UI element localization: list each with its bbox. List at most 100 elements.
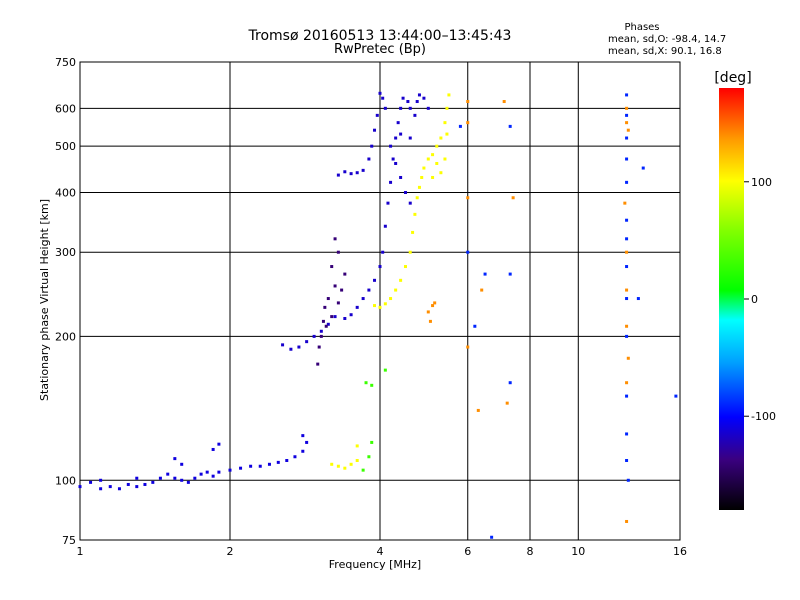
- data-point: [361, 168, 365, 172]
- data-point: [502, 100, 506, 104]
- data-point: [333, 237, 337, 241]
- data-point: [343, 316, 347, 320]
- data-point: [205, 470, 209, 474]
- data-point: [435, 161, 439, 165]
- data-point: [431, 153, 435, 157]
- data-point: [399, 175, 403, 179]
- data-point: [211, 447, 215, 451]
- data-point: [625, 381, 629, 385]
- data-point: [420, 175, 424, 179]
- data-point: [180, 478, 184, 482]
- data-point: [394, 136, 398, 140]
- data-point: [343, 466, 347, 470]
- colorbar-tick-label: -100: [751, 410, 776, 423]
- data-point: [480, 288, 484, 292]
- data-point: [316, 362, 320, 366]
- data-point: [276, 460, 280, 464]
- data-point: [445, 132, 449, 136]
- data-point: [305, 340, 309, 344]
- data-point: [625, 288, 629, 292]
- data-point: [323, 305, 327, 309]
- x-axis-label: Frequency [MHz]: [329, 558, 421, 571]
- data-point: [625, 432, 629, 436]
- data-point: [370, 440, 374, 444]
- data-point: [511, 196, 515, 200]
- data-point: [333, 315, 337, 319]
- data-point: [135, 476, 139, 480]
- data-point: [408, 106, 412, 110]
- data-point: [326, 322, 330, 326]
- data-point: [321, 319, 325, 323]
- x-tick-label: 16: [673, 545, 687, 558]
- grid: [80, 62, 680, 540]
- data-point: [386, 201, 390, 205]
- data-point: [364, 381, 368, 385]
- data-point: [373, 304, 377, 308]
- data-point: [383, 368, 387, 372]
- data-point: [674, 394, 678, 398]
- chart-subtitle: RwPretec (Bp): [334, 42, 426, 57]
- data-point: [319, 329, 323, 333]
- data-point: [135, 485, 139, 489]
- data-point: [625, 458, 629, 462]
- data-point: [625, 113, 629, 117]
- data-point: [625, 394, 629, 398]
- data-point: [343, 272, 347, 276]
- data-point: [330, 462, 334, 466]
- data-point: [340, 288, 344, 292]
- data-point: [193, 476, 197, 480]
- data-point: [78, 485, 82, 489]
- data-point: [355, 171, 359, 175]
- x-axis: 1 2 4 6 8 10 16: [77, 545, 688, 558]
- data-point: [466, 196, 470, 200]
- data-point: [625, 237, 629, 241]
- data-point: [389, 297, 393, 301]
- data-point: [408, 250, 412, 254]
- data-point: [349, 172, 353, 176]
- colorbar-tick-label: 100: [751, 176, 772, 189]
- data-point: [317, 345, 321, 349]
- data-point: [422, 96, 426, 100]
- data-point: [343, 170, 347, 174]
- colorbar-tick-label: 0: [751, 293, 758, 306]
- data-point: [415, 100, 419, 104]
- data-point: [319, 334, 323, 338]
- data-point: [625, 324, 629, 328]
- data-point: [370, 383, 374, 387]
- data-point: [626, 128, 630, 132]
- data-point: [289, 347, 293, 351]
- y-axis-label: Stationary phase Virtual Height [km]: [38, 199, 51, 401]
- data-point: [166, 472, 170, 476]
- data-point: [626, 356, 630, 360]
- data-point: [458, 124, 462, 128]
- data-point: [367, 288, 371, 292]
- data-point: [415, 196, 419, 200]
- data-point: [355, 458, 359, 462]
- data-point: [625, 265, 629, 269]
- data-point: [641, 166, 645, 170]
- data-point: [625, 334, 629, 338]
- data-point: [293, 455, 297, 459]
- data-point: [636, 297, 640, 301]
- data-point: [422, 166, 426, 170]
- data-point: [399, 278, 403, 282]
- data-point: [324, 324, 328, 328]
- data-point: [625, 180, 629, 184]
- x-tick-label: 4: [377, 545, 384, 558]
- data-point: [211, 474, 215, 478]
- data-point: [99, 478, 103, 482]
- data-point: [411, 230, 415, 234]
- x-tick-label: 10: [571, 545, 585, 558]
- phase-stats-x: mean, sd,X: 90.1, 16.8: [608, 46, 722, 57]
- data-point: [396, 121, 400, 125]
- data-point: [143, 482, 147, 486]
- data-point: [403, 190, 407, 194]
- data-point: [383, 106, 387, 110]
- data-point: [89, 480, 93, 484]
- data-point: [625, 121, 629, 125]
- chart-title: Tromsø 20160513 13:44:00–13:45:43: [248, 28, 512, 44]
- data-point: [326, 297, 330, 301]
- data-point: [483, 272, 487, 276]
- data-point: [623, 201, 627, 205]
